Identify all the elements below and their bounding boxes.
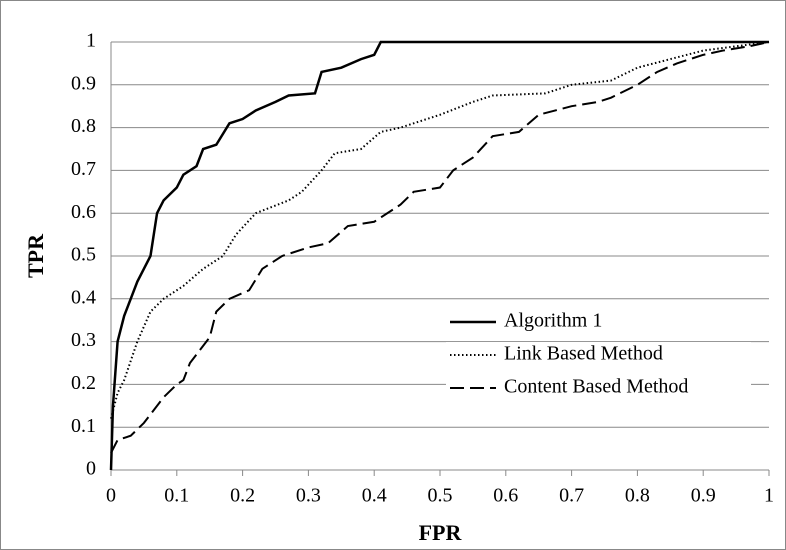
- legend-bg: [446, 342, 751, 368]
- x-tick-label: 0.5: [428, 485, 453, 507]
- legend-label: Algorithm 1: [504, 310, 602, 332]
- y-tick-label: 0.7: [71, 158, 96, 180]
- x-tick-label: 1: [764, 485, 774, 507]
- x-tick-label: 0.4: [362, 485, 387, 507]
- x-tick-label: 0.9: [691, 485, 716, 507]
- x-tick-label: 0.3: [296, 485, 321, 507]
- y-tick-label: 0.1: [71, 415, 96, 437]
- y-tick-label: 0.9: [71, 72, 96, 94]
- x-tick-label: 0.8: [625, 485, 650, 507]
- legend-bg: [446, 375, 751, 401]
- x-axis-title: FPR: [419, 520, 463, 545]
- y-tick-label: 1: [86, 30, 96, 52]
- y-tick-label: 0.3: [71, 329, 96, 351]
- legend-label: Link Based Method: [504, 343, 663, 365]
- y-axis-title: TPR: [23, 233, 48, 278]
- y-tick-label: 0.4: [71, 286, 96, 308]
- x-tick-label: 0.2: [230, 485, 255, 507]
- roc-line: [110, 41, 770, 454]
- roc-line: [109, 40, 769, 471]
- x-tick-label: 0: [106, 485, 116, 507]
- x-tick-label: 0.6: [493, 485, 518, 507]
- y-tick-label: 0.8: [71, 115, 96, 137]
- y-tick-label: 0: [86, 458, 96, 480]
- y-tick-label: 0.6: [71, 201, 96, 223]
- y-tick-label: 0.2: [71, 372, 96, 394]
- legend-label: Content Based Method: [504, 376, 688, 398]
- x-tick-label: 0.1: [164, 485, 189, 507]
- x-tick-label: 0.7: [559, 485, 584, 507]
- y-tick-label: 0.5: [71, 244, 96, 266]
- legend-bg: [446, 309, 751, 335]
